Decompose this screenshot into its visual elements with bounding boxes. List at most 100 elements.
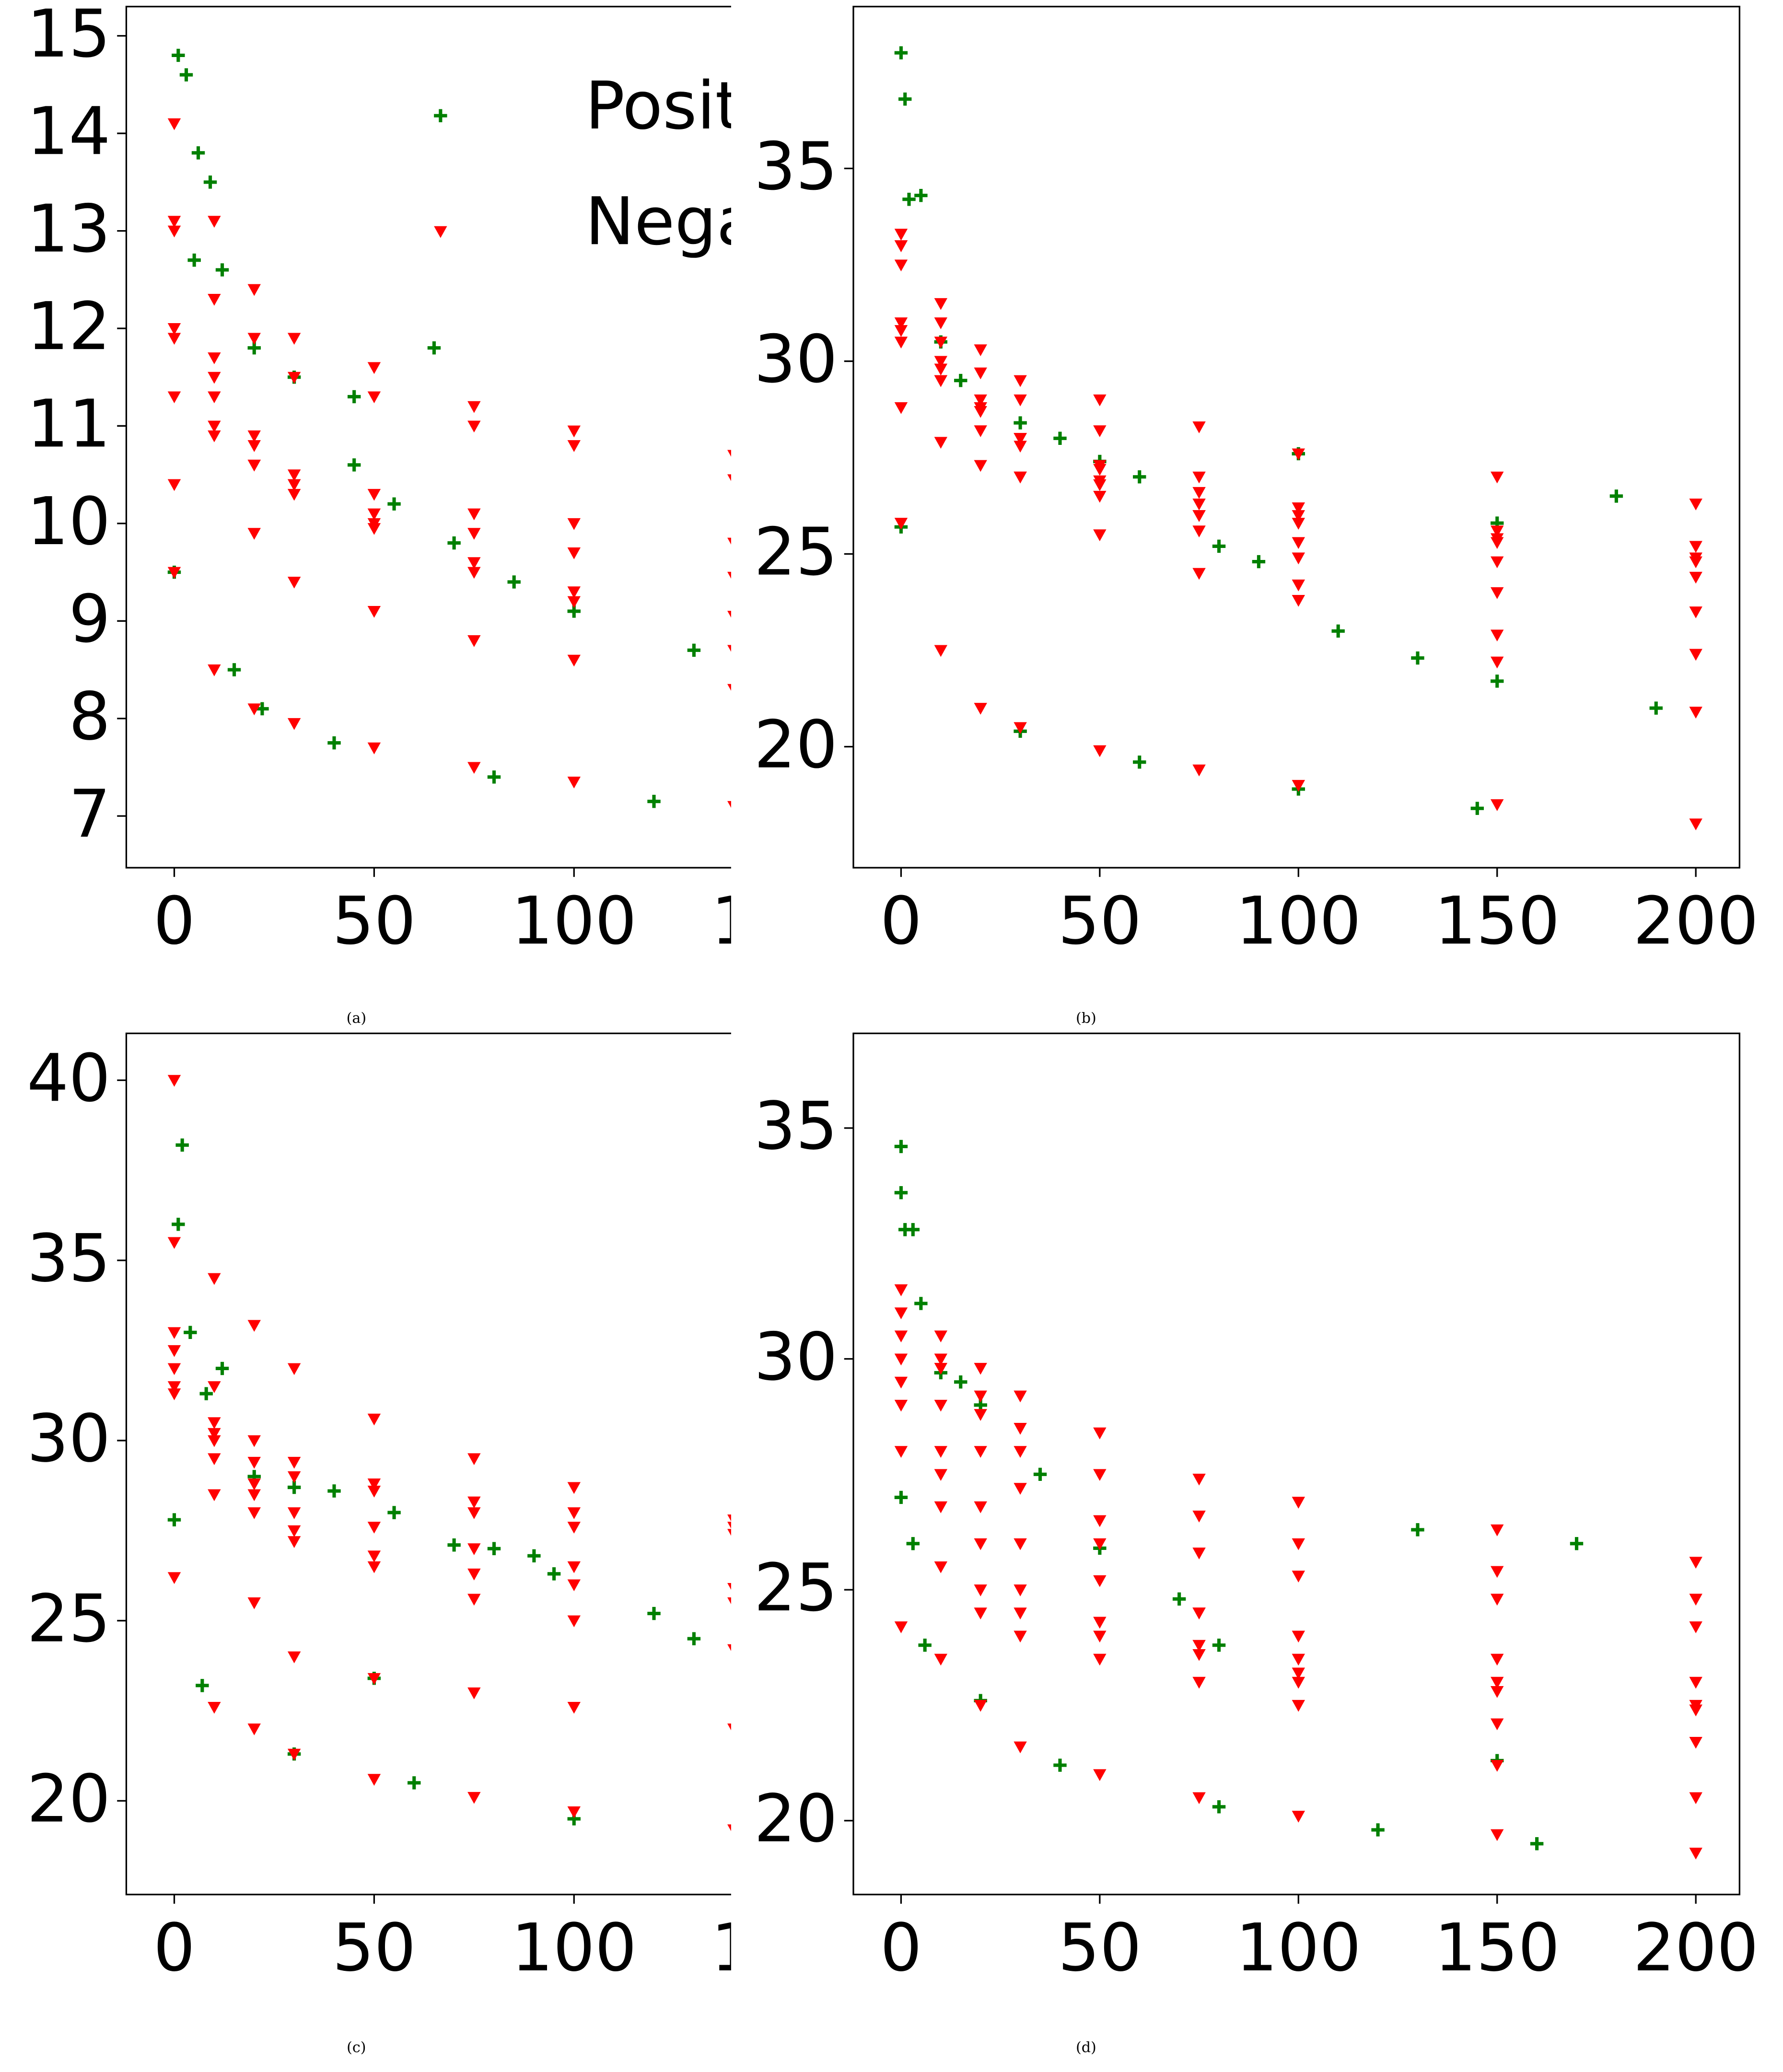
point <box>894 317 908 329</box>
point <box>1033 1467 1047 1481</box>
point <box>408 1776 421 1790</box>
point <box>427 341 441 355</box>
point <box>208 1453 221 1466</box>
point <box>1014 1446 1027 1458</box>
point <box>934 298 948 310</box>
panel: 20 25 30 35 40 0 50 100 150 <box>27 1032 731 1986</box>
point <box>906 1223 920 1236</box>
point <box>974 1390 987 1403</box>
point <box>1491 1594 1504 1606</box>
point <box>287 333 301 345</box>
point <box>974 367 987 380</box>
point <box>467 557 481 569</box>
point <box>934 1330 948 1343</box>
point <box>974 703 987 715</box>
point <box>1093 490 1107 503</box>
point <box>727 801 731 808</box>
point <box>894 229 908 241</box>
point <box>1491 1676 1504 1689</box>
point <box>1014 1423 1027 1435</box>
point <box>1689 707 1702 719</box>
point <box>1014 1630 1027 1643</box>
point <box>1649 701 1663 715</box>
point <box>247 1723 261 1735</box>
point <box>934 1446 948 1458</box>
point <box>902 193 916 206</box>
point <box>367 742 381 755</box>
point <box>1470 802 1484 815</box>
point <box>1014 1584 1027 1596</box>
point <box>1192 764 1206 777</box>
point <box>567 1701 581 1714</box>
point <box>1491 587 1504 599</box>
point <box>647 1606 661 1620</box>
point <box>1689 541 1702 553</box>
point <box>215 263 229 277</box>
point <box>1609 489 1623 503</box>
point <box>1491 537 1504 549</box>
point <box>567 1579 581 1592</box>
point <box>227 663 241 676</box>
point <box>367 1561 381 1573</box>
point <box>894 46 908 59</box>
point <box>934 437 948 449</box>
point <box>1411 1523 1424 1537</box>
point <box>1093 745 1107 757</box>
point <box>1212 539 1226 553</box>
x-tick-label: 100 <box>1235 883 1361 959</box>
x-tick-label: 0 <box>153 1910 195 1986</box>
y-tick-label: 13 <box>27 191 110 268</box>
point <box>327 1484 341 1498</box>
point <box>567 654 581 667</box>
point <box>1689 556 1702 569</box>
legend-marker <box>434 226 447 238</box>
point <box>1292 594 1305 607</box>
point <box>974 1409 987 1421</box>
point <box>1053 1758 1067 1772</box>
point <box>1292 1811 1305 1823</box>
point <box>1192 1792 1206 1804</box>
point <box>894 1446 908 1458</box>
point <box>208 216 221 228</box>
point <box>367 1522 381 1534</box>
point <box>1014 471 1027 484</box>
point <box>507 575 521 589</box>
point <box>467 1496 481 1509</box>
point <box>247 1456 261 1469</box>
point <box>894 337 908 349</box>
point <box>1133 470 1146 484</box>
caption: (b) <box>1076 1010 1096 1026</box>
point <box>687 643 701 657</box>
point <box>1192 525 1206 537</box>
point <box>567 596 581 608</box>
point <box>467 1792 481 1804</box>
legend-label: Negative <box>585 184 880 260</box>
point <box>1689 1704 1702 1717</box>
point <box>167 118 181 130</box>
point <box>208 1417 221 1429</box>
point <box>1192 1676 1206 1689</box>
point <box>191 146 205 160</box>
point <box>467 1507 481 1519</box>
point <box>247 333 261 345</box>
point <box>1093 1653 1107 1666</box>
y-tick-label: 14 <box>27 93 110 170</box>
point <box>287 718 301 730</box>
y-tick-label: 40 <box>27 1040 110 1117</box>
point <box>974 425 987 437</box>
point <box>934 1399 948 1412</box>
point <box>527 1549 541 1562</box>
point <box>727 1597 731 1605</box>
point <box>215 1362 229 1375</box>
point <box>247 528 261 540</box>
point <box>934 1653 948 1666</box>
point <box>1491 1829 1504 1841</box>
point <box>1014 1483 1027 1495</box>
point <box>287 1507 301 1519</box>
point <box>727 1514 731 1522</box>
point <box>1491 629 1504 642</box>
point <box>1093 1769 1107 1781</box>
point <box>208 1428 221 1440</box>
point <box>367 1774 381 1786</box>
